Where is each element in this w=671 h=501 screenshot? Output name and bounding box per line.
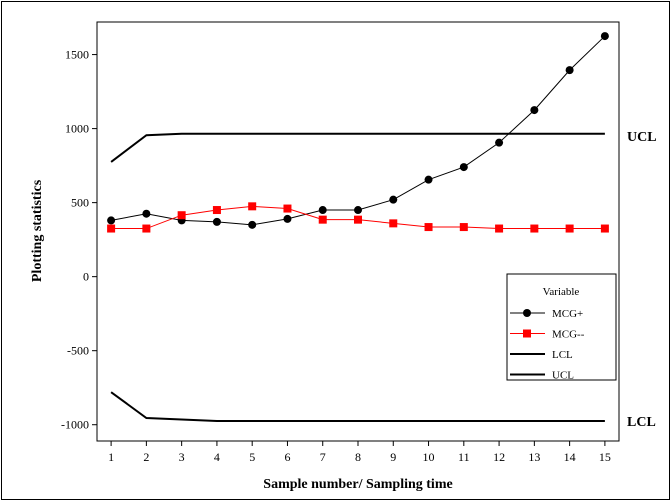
x-tick-label: 14 bbox=[564, 450, 576, 464]
series-ucl bbox=[110, 132, 605, 163]
x-axis-title: Sample number/ Sampling time bbox=[263, 477, 452, 492]
data-point bbox=[354, 215, 362, 224]
data-point bbox=[177, 211, 186, 220]
x-axis: 1 2 3 4 5 6 7 8 9 10 11 12 13 14 15 bbox=[108, 441, 611, 464]
data-point bbox=[565, 66, 574, 75]
x-tick-label: 4 bbox=[214, 450, 220, 464]
data-point bbox=[107, 216, 116, 225]
series-lcl bbox=[110, 391, 605, 423]
x-tick-label: 5 bbox=[249, 450, 255, 464]
data-point bbox=[459, 163, 468, 172]
y-tick-label: 500 bbox=[71, 196, 89, 210]
legend-label: UCL bbox=[552, 370, 574, 382]
data-point bbox=[600, 32, 609, 41]
ucl-side-label: UCL bbox=[627, 130, 657, 145]
x-tick-label: 13 bbox=[528, 450, 540, 464]
x-tick-label: 7 bbox=[320, 450, 326, 464]
legend-item: MCG+ bbox=[510, 308, 583, 320]
series-mcg- bbox=[107, 202, 609, 233]
x-tick-label: 6 bbox=[284, 450, 290, 464]
y-axis-title: Plotting statistics bbox=[30, 179, 45, 282]
series-line bbox=[110, 132, 605, 163]
legend-marker bbox=[523, 309, 531, 317]
data-point bbox=[389, 219, 398, 228]
data-point bbox=[565, 224, 574, 233]
data-point bbox=[212, 217, 221, 226]
series-layer bbox=[107, 32, 609, 423]
y-axis: 1500 1000 500 0 -500 -1000 bbox=[61, 48, 97, 432]
legend-item: MCG-- bbox=[510, 329, 585, 341]
y-tick-label: -500 bbox=[67, 344, 89, 358]
data-point bbox=[530, 106, 539, 115]
data-point bbox=[248, 202, 257, 211]
x-tick-label: 9 bbox=[390, 450, 396, 464]
data-point bbox=[495, 138, 504, 147]
legend-item: LCL bbox=[510, 349, 573, 361]
series-mcg- bbox=[107, 32, 609, 229]
legend-title: Variable bbox=[543, 286, 580, 298]
data-point bbox=[459, 223, 468, 232]
y-tick-label: 1000 bbox=[65, 122, 89, 136]
lcl-side-label: LCL bbox=[627, 415, 656, 430]
y-tick-label: -1000 bbox=[61, 418, 89, 432]
legend-label: LCL bbox=[552, 349, 573, 361]
data-point bbox=[389, 195, 398, 204]
series-line bbox=[111, 35, 606, 226]
x-tick-label: 8 bbox=[355, 450, 361, 464]
data-point bbox=[600, 224, 609, 233]
data-point bbox=[283, 214, 292, 223]
data-point bbox=[142, 224, 151, 233]
data-point bbox=[318, 215, 327, 224]
legend-label: MCG+ bbox=[552, 308, 583, 320]
x-tick-label: 2 bbox=[143, 450, 149, 464]
y-tick-label: 0 bbox=[83, 270, 89, 284]
data-point bbox=[248, 220, 257, 229]
legend-box bbox=[506, 273, 617, 381]
x-tick-label: 11 bbox=[458, 450, 470, 464]
legend: Variable MCG+ MCG-- LCL UCL bbox=[506, 273, 617, 382]
x-tick-label: 15 bbox=[599, 450, 611, 464]
x-tick-label: 10 bbox=[423, 450, 435, 464]
data-point bbox=[107, 224, 116, 233]
legend-item: UCL bbox=[510, 370, 574, 382]
x-tick-label: 1 bbox=[108, 450, 114, 464]
data-point bbox=[495, 224, 504, 233]
series-line bbox=[110, 391, 605, 423]
data-point bbox=[318, 206, 327, 215]
data-point bbox=[530, 224, 539, 233]
data-point bbox=[283, 204, 292, 213]
x-tick-label: 3 bbox=[179, 450, 185, 464]
legend-label: MCG-- bbox=[552, 329, 585, 341]
data-point bbox=[354, 206, 362, 215]
data-point bbox=[424, 175, 433, 184]
y-tick-label: 1500 bbox=[65, 48, 89, 62]
data-point bbox=[142, 209, 151, 218]
data-point bbox=[212, 206, 221, 215]
x-tick-label: 12 bbox=[493, 450, 505, 464]
legend-marker bbox=[523, 329, 531, 338]
data-point bbox=[424, 223, 433, 232]
